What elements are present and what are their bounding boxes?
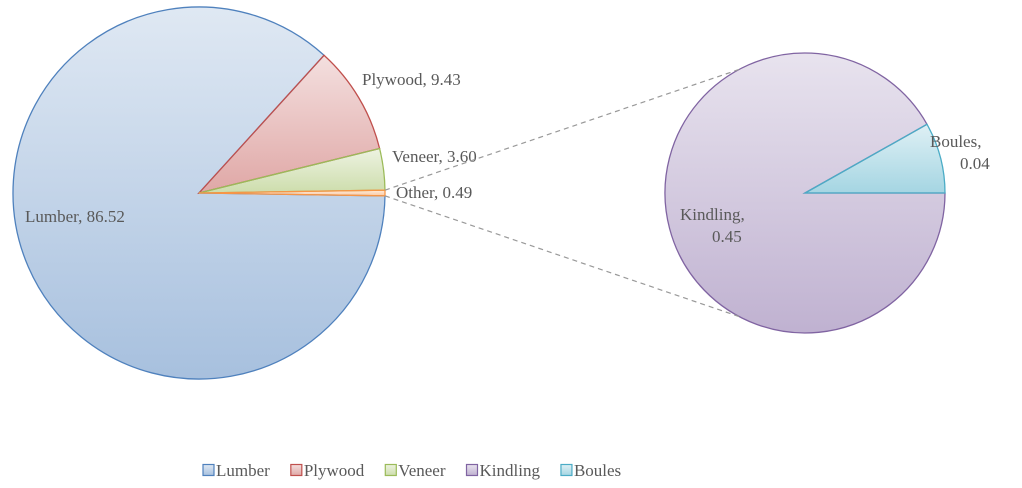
legend-swatch xyxy=(465,463,479,477)
legend-label: Lumber xyxy=(216,461,270,480)
legend-label: Plywood xyxy=(304,461,365,480)
pie-slice xyxy=(197,54,381,195)
data-label: Veneer, 3.60 xyxy=(392,147,477,166)
pie-slice xyxy=(802,123,946,194)
data-label: Plywood, 9.43 xyxy=(362,70,461,89)
legend-label: Boules xyxy=(574,461,621,480)
legend: Lumber Plywood Veneer Kindling Boules xyxy=(202,461,621,480)
legend-label: Veneer xyxy=(398,461,446,480)
data-label: Other, 0.49 xyxy=(396,183,472,202)
legend-swatch xyxy=(290,463,303,477)
data-label: Boules, 0.04 xyxy=(930,132,990,173)
legend-swatch xyxy=(560,463,573,477)
legend-swatch xyxy=(384,463,397,477)
data-label: Lumber, 86.52 xyxy=(25,207,125,226)
legend-swatch xyxy=(202,463,215,477)
pie-slice xyxy=(198,189,386,197)
legend-label: Kindling xyxy=(480,461,541,480)
data-label: Kindling, 0.45 xyxy=(680,205,745,246)
